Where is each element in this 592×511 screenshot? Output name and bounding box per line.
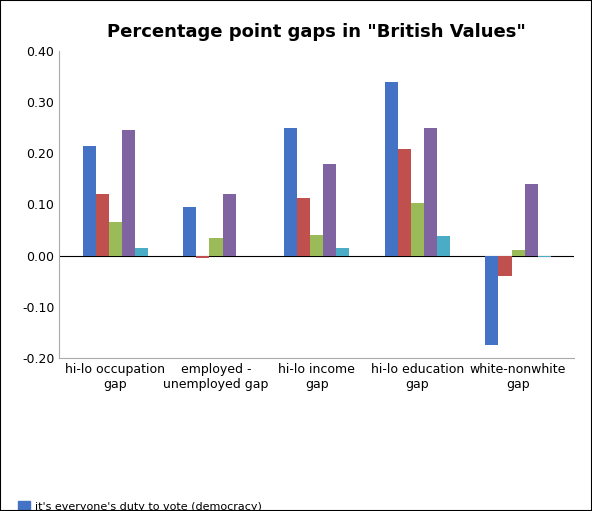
Title: Percentage point gaps in "British Values": Percentage point gaps in "British Values… — [107, 23, 526, 41]
Bar — [284, 128, 297, 256]
Bar — [437, 236, 450, 256]
Bar — [424, 128, 437, 256]
Bar — [310, 235, 323, 256]
Bar — [498, 256, 511, 276]
Bar — [184, 207, 197, 256]
Bar — [485, 256, 498, 345]
Bar — [323, 164, 336, 256]
Legend: it's everyone's duty to vote (democracy), it's important to understand the reaso: it's everyone's duty to vote (democracy)… — [18, 501, 511, 511]
Bar — [135, 248, 148, 256]
Bar — [411, 203, 424, 256]
Bar — [336, 248, 349, 256]
Bar — [109, 222, 122, 256]
Bar — [197, 256, 210, 258]
Bar — [511, 250, 525, 256]
Bar — [210, 238, 223, 256]
Bar — [83, 146, 96, 256]
Bar — [538, 256, 551, 257]
Bar — [525, 184, 538, 256]
Bar — [398, 149, 411, 256]
Bar — [385, 82, 398, 256]
Bar — [297, 198, 310, 256]
Bar — [96, 194, 109, 256]
Bar — [223, 194, 236, 256]
Bar — [122, 130, 135, 256]
